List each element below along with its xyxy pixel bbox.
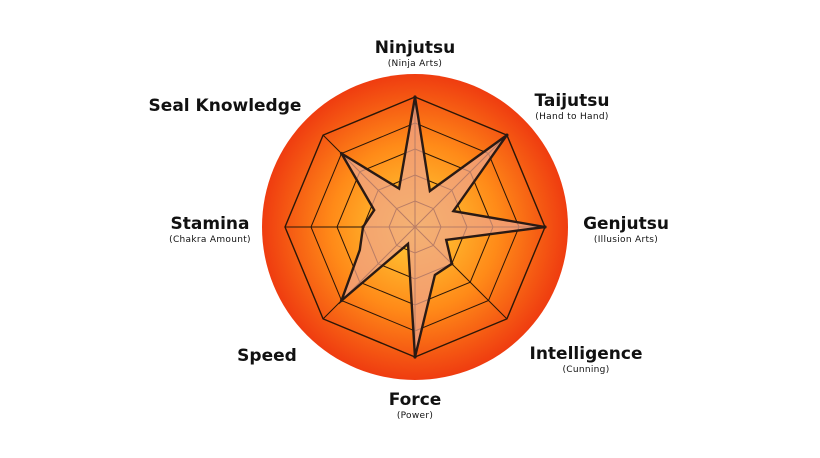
axis-title: Force [388, 390, 442, 410]
axis-subtitle: (Hand to Hand) [535, 112, 609, 122]
axis-subtitle: (Power) [396, 411, 434, 421]
axis-title: Stamina [170, 214, 250, 234]
axis-title: Speed [237, 346, 297, 366]
data-point-4 [413, 355, 417, 359]
data-point-0 [413, 95, 417, 99]
axis-subtitle: (Cunning) [562, 365, 610, 375]
axis-subtitle: (Illusion Arts) [593, 235, 659, 245]
axis-title: Ninjutsu [374, 38, 456, 58]
data-point-6 [361, 225, 365, 229]
radar-series [338, 95, 547, 359]
axis-label-ninjutsu: Ninjutsu (Ninja Arts) [355, 38, 475, 70]
axis-label-intelligence: Intelligence (Cunning) [521, 344, 651, 376]
axis-subtitle: (Ninja Arts) [387, 59, 443, 69]
axis-subtitle: (Chakra Amount) [169, 235, 251, 245]
axis-title: Intelligence [529, 344, 643, 364]
axis-label-force: Force (Power) [365, 390, 465, 422]
axis-title: Taijutsu [534, 91, 610, 111]
axis-label-seal-knowledge: Seal Knowledge [145, 96, 305, 116]
data-point-2 [543, 225, 547, 229]
axis-title: Seal Knowledge [148, 96, 302, 116]
data-point-5 [339, 298, 344, 303]
data-point-7 [339, 151, 344, 156]
axis-label-genjutsu: Genjutsu (Illusion Arts) [566, 214, 686, 246]
axis-label-speed: Speed [222, 346, 312, 366]
axis-label-stamina: Stamina (Chakra Amount) [150, 214, 270, 246]
data-point-1 [505, 133, 509, 137]
data-point-3 [450, 262, 454, 266]
axis-label-taijutsu: Taijutsu (Hand to Hand) [512, 91, 632, 123]
axis-title: Genjutsu [583, 214, 669, 234]
